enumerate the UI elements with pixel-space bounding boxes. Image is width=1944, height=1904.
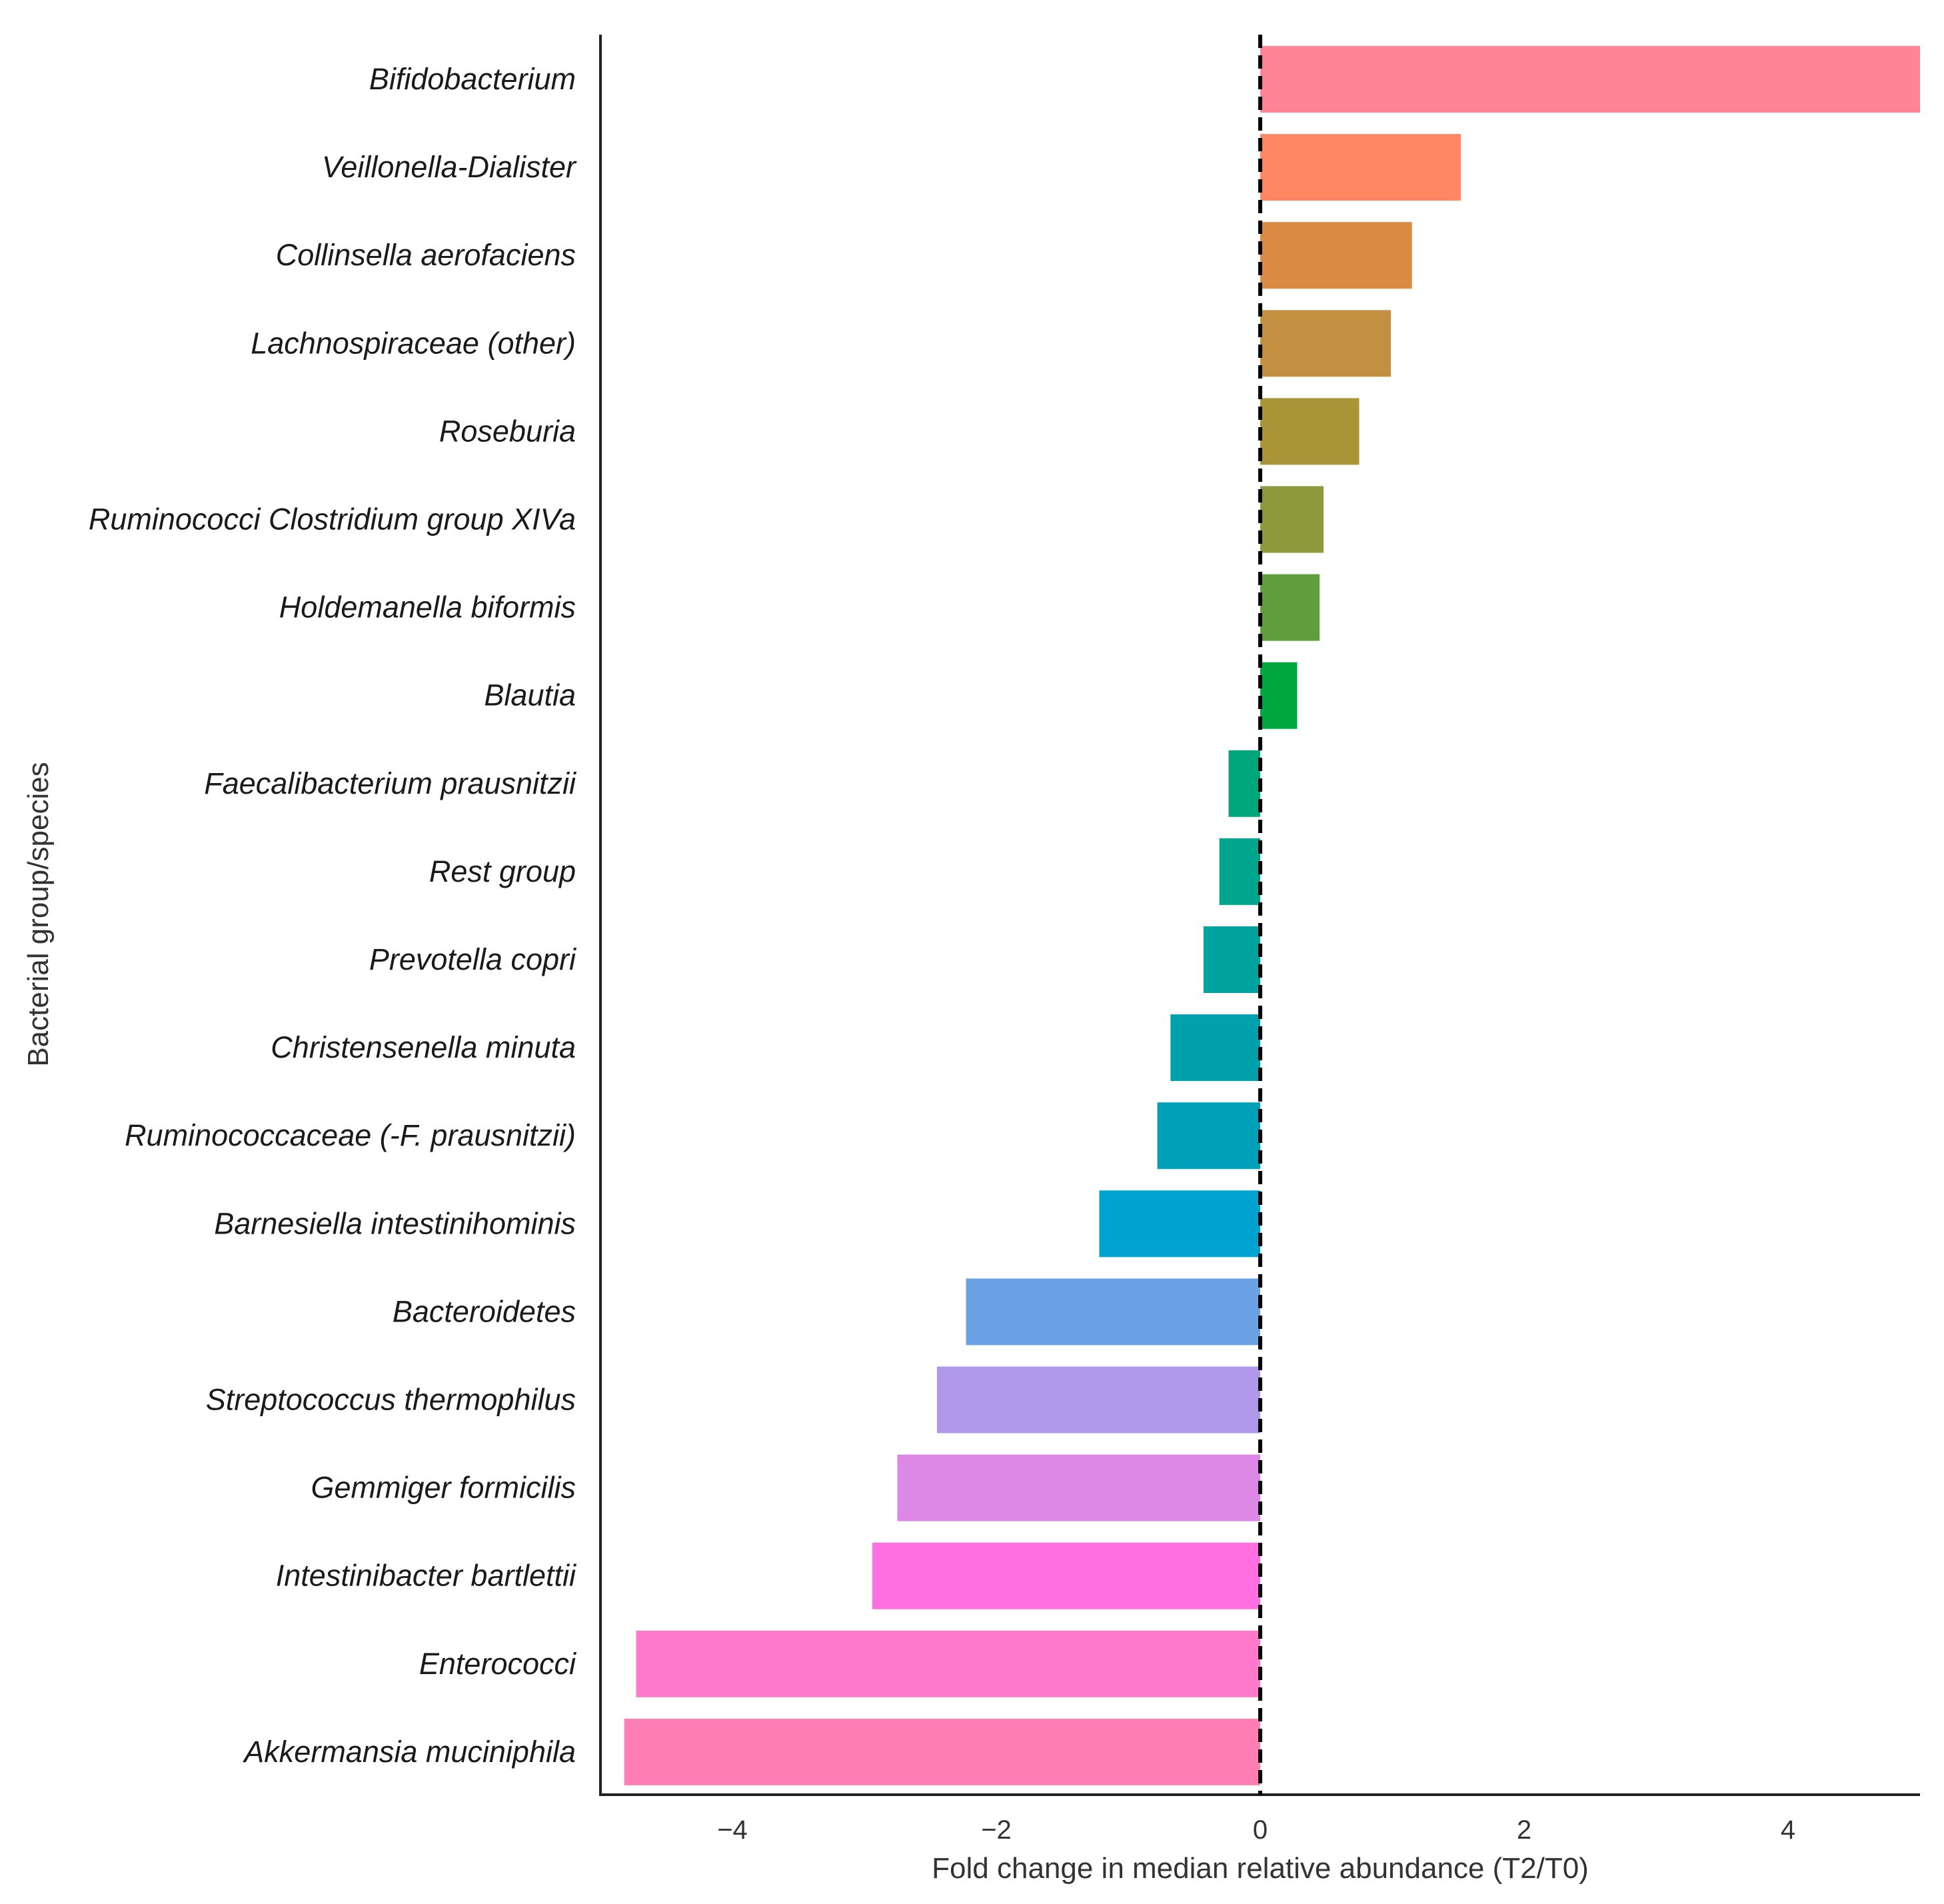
category-label-16: Gemmiger formicilis — [311, 1471, 576, 1505]
bar-10 — [1203, 926, 1260, 993]
bar-18 — [636, 1630, 1260, 1697]
x-axis-title: Fold change in median relative abundance… — [932, 1852, 1589, 1885]
category-label-12: Ruminococcaceae (-F. prausnitzii) — [125, 1118, 576, 1152]
category-label-4: Roseburia — [439, 414, 576, 448]
category-label-18: Enterococci — [419, 1647, 577, 1681]
category-label-7: Blautia — [484, 678, 576, 712]
category-label-15: Streptococcus thermophilus — [206, 1383, 576, 1417]
x-tick-labels-group: −4 −2 0 2 4 — [717, 1815, 1795, 1845]
bar-13 — [1099, 1190, 1260, 1258]
bars-group — [624, 46, 1920, 1785]
category-label-3: Lachnospiraceae (other) — [251, 326, 576, 360]
bar-16 — [897, 1454, 1260, 1521]
category-labels-group: Bifidobacterium Veillonella-Dialister Coll… — [89, 62, 577, 1769]
category-label-14: Bacteroidetes — [393, 1294, 576, 1328]
bar-9 — [1219, 838, 1260, 905]
bar-12 — [1157, 1102, 1260, 1170]
bar-14 — [966, 1278, 1260, 1346]
x-tick-label-4: 4 — [1781, 1815, 1795, 1845]
bar-19 — [624, 1718, 1260, 1785]
bar-6 — [1260, 574, 1320, 641]
category-label-8: Faecalibacterium prausnitzii — [204, 766, 577, 800]
category-label-13: Barnesiella intestinihominis — [214, 1206, 576, 1240]
x-tick-label-3: 2 — [1517, 1815, 1531, 1845]
bar-7 — [1260, 662, 1298, 729]
bar-1 — [1260, 134, 1461, 201]
y-axis-title: Bacterial group/species — [22, 762, 55, 1066]
category-label-2: Collinsella aerofaciens — [276, 238, 576, 272]
category-label-9: Rest group — [429, 854, 576, 888]
category-label-10: Prevotella copri — [369, 942, 577, 976]
bar-0 — [1260, 46, 1920, 113]
x-tick-label-1: −2 — [981, 1815, 1012, 1845]
category-label-17: Intestinibacter bartlettii — [276, 1559, 577, 1593]
bar-3 — [1260, 310, 1392, 377]
bar-15 — [936, 1366, 1260, 1433]
bar-8 — [1228, 750, 1260, 817]
category-label-1: Veillonella-Dialister — [322, 150, 577, 184]
bar-2 — [1260, 222, 1412, 289]
bar-11 — [1170, 1014, 1260, 1082]
category-label-5: Ruminococci Clostridium group XIVa — [89, 502, 576, 536]
category-label-6: Holdemanella biformis — [279, 590, 576, 624]
bar-17 — [872, 1542, 1260, 1609]
category-label-0: Bifidobacterium — [369, 62, 576, 96]
bar-4 — [1260, 398, 1360, 465]
x-tick-label-2: 0 — [1253, 1815, 1268, 1845]
category-label-19: Akkermansia muciniphila — [242, 1735, 576, 1769]
bar-5 — [1260, 486, 1324, 553]
category-label-11: Christensenella minuta — [271, 1030, 576, 1064]
x-tick-label-0: −4 — [717, 1815, 748, 1845]
